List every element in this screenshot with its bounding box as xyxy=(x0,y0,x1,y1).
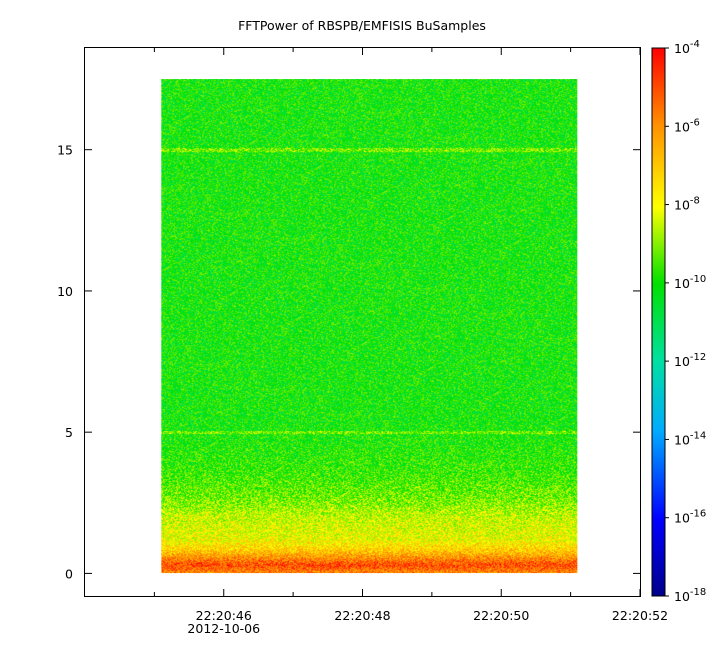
x-tick-label: 22:20:52 xyxy=(612,608,668,623)
y-tick-label: 10 xyxy=(57,284,73,299)
colorbar-tick-label: 10-16 xyxy=(674,509,706,526)
colorbar-tick-label: 10-6 xyxy=(674,117,700,134)
colorbar-tick-label: 10-4 xyxy=(674,39,700,56)
y-tick-label: 0 xyxy=(65,566,73,581)
y-tick-label: 5 xyxy=(65,425,73,440)
x-date-label: 2012-10-06 xyxy=(187,621,260,636)
x-tick-label: 22:20:48 xyxy=(334,608,390,623)
colorbar-ticks: 10-4 10-6 10-8 10-10 10-12 10-14 10-16 10-18 xyxy=(665,39,706,604)
axes: 0 5 10 15 22:20:46 22:20:48 22:20:50 22:20:52 20… xyxy=(57,48,668,636)
colorbar-tick-label: 10-12 xyxy=(674,352,706,369)
spectrogram-raster xyxy=(161,79,578,574)
colorbar-tick-label: 10-14 xyxy=(674,430,706,447)
spectrogram-image xyxy=(161,79,578,574)
colorbar-tick-label: 10-18 xyxy=(674,587,706,604)
x-tick-label: 22:20:50 xyxy=(473,608,529,623)
y-tick-label: 15 xyxy=(57,143,73,158)
colorbar-tick-label: 10-8 xyxy=(674,196,700,213)
colorbar xyxy=(651,47,666,597)
x-tick-label: 22:20:46 xyxy=(196,608,252,623)
chart-title: FFTPower of RBSPB/EMFISIS BuSamples xyxy=(238,18,486,33)
colorbar-tick-label: 10-10 xyxy=(674,274,706,291)
